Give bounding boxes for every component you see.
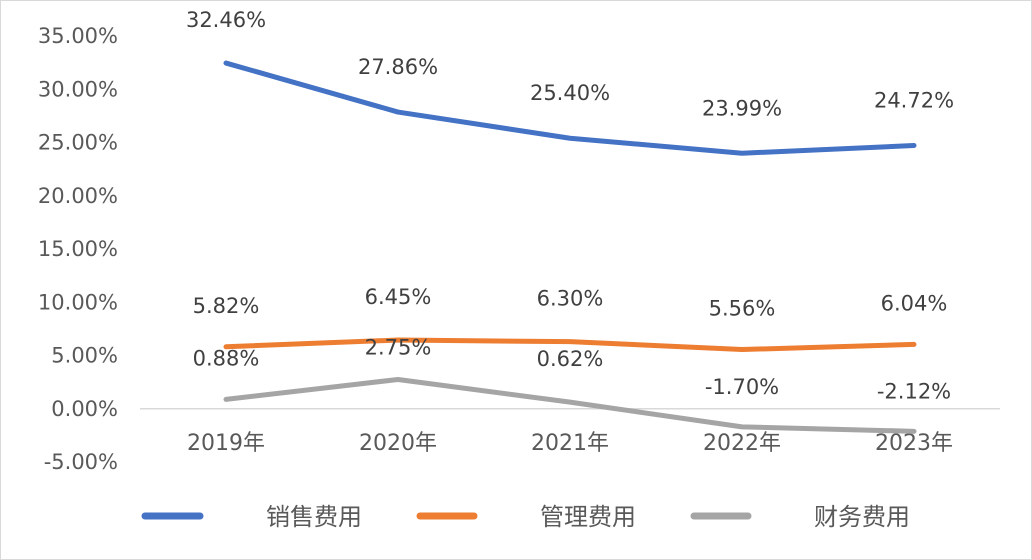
series-line-3 [223,376,917,434]
data-label: 6.30% [537,287,604,311]
data-label: -2.12% [877,379,951,403]
y-tick-label: 0.00% [51,397,118,421]
data-label: 0.88% [193,346,260,370]
y-tick-label: -5.00% [44,450,118,474]
legend-label: 销售费用 [266,503,362,531]
legend-label: 财务费用 [814,503,910,531]
y-tick-label: 20.00% [38,184,118,208]
y-tick-label: 35.00% [38,24,118,48]
y-tick-label: 10.00% [38,290,118,314]
data-label: 24.72% [874,88,954,112]
data-label: 6.04% [881,291,948,315]
x-tick-label: 2022年 [703,431,781,456]
data-label: 25.40% [530,81,610,105]
legend-label: 管理费用 [540,503,636,531]
x-tick-label: 2020年 [359,431,437,456]
series-line-1 [223,60,917,156]
series-line-2 [223,337,917,353]
data-label: 5.56% [709,297,776,321]
data-label: 2.75% [365,335,432,359]
data-label: 27.86% [358,55,438,79]
x-tick-label: 2021年 [531,431,609,456]
data-label: 23.99% [702,96,782,120]
y-tick-label: 15.00% [38,237,118,261]
data-label: 0.62% [537,347,604,371]
y-tick-label: 30.00% [38,77,118,101]
data-label: 6.45% [365,285,432,309]
x-tick-label: 2019年 [187,431,265,456]
data-label: 5.82% [193,294,260,318]
data-label: -1.70% [705,375,779,399]
y-tick-label: 5.00% [51,344,118,368]
data-label: 32.46% [186,8,266,32]
y-tick-label: 25.00% [38,131,118,155]
x-tick-label: 2023年 [875,431,953,456]
